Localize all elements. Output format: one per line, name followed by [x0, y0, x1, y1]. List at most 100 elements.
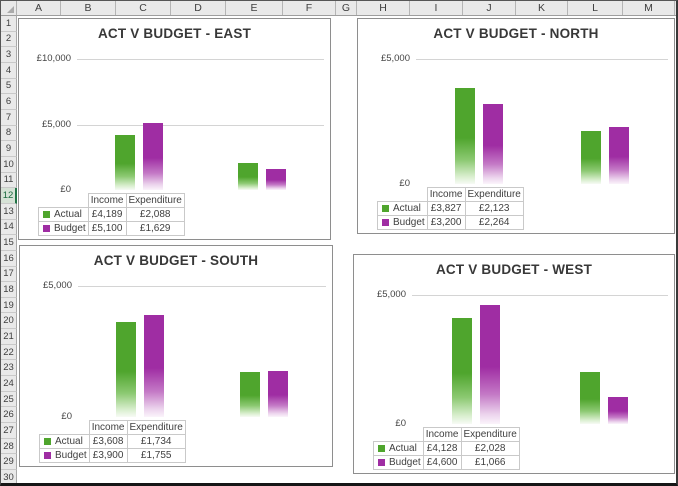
row-header-4[interactable]: 4 [1, 62, 17, 79]
category-label-income: Income [426, 187, 466, 202]
row-header-20[interactable]: 20 [1, 313, 17, 330]
row-header-11[interactable]: 11 [1, 172, 17, 189]
plot-area: £10,000 £5,000 £0 [19, 19, 330, 195]
row-header-12[interactable]: 12 [1, 188, 17, 204]
value-actual-expenditure: £2,028 [460, 441, 520, 456]
category-label-expenditure: Expenditure [125, 193, 185, 208]
row-header-27[interactable]: 27 [1, 423, 17, 439]
row-header-2[interactable]: 2 [1, 31, 17, 48]
row-header-30[interactable]: 30 [1, 470, 17, 483]
bar-budget-income[interactable] [483, 104, 503, 184]
row-header-13[interactable]: 13 [1, 203, 17, 220]
bar-actual-expenditure[interactable] [581, 130, 601, 184]
column-header-b[interactable]: B [61, 1, 116, 15]
row-header-6[interactable]: 6 [1, 94, 17, 110]
row-header-1[interactable]: 1 [1, 16, 17, 32]
chart-title: ACT V BUDGET - EAST [97, 26, 252, 41]
column-header-a[interactable]: A [17, 1, 61, 15]
legend-label: Budget [55, 450, 87, 461]
chart-north[interactable]: ACT V BUDGET - NORTH £5,000 £0 Income Expend… [357, 18, 675, 234]
legend-swatch-budget-icon [43, 224, 50, 232]
row-header-19[interactable]: 19 [1, 297, 17, 314]
column-header-k[interactable]: K [516, 1, 568, 15]
column-header-g[interactable]: G [336, 1, 357, 15]
legend-label: Actual [393, 203, 421, 214]
row-header-14[interactable]: 14 [1, 219, 17, 236]
column-header-f[interactable]: F [283, 1, 336, 15]
chart-data-table: Income Expenditure Actual £4,128 £2,028 Budge… [373, 427, 520, 470]
y-axis-label: £0 [61, 411, 72, 422]
bar-budget-income[interactable] [480, 305, 500, 424]
row-headers: 1 2 3 4 5 6 7 8 9 10 11 12 13 14 15 16 17 18 19 20 21 22 23 24 2… [1, 16, 17, 483]
bar-actual-expenditure[interactable] [240, 371, 260, 417]
value-actual-expenditure: £2,088 [125, 207, 185, 222]
row-header-28[interactable]: 28 [1, 438, 17, 455]
data-table-spacer [39, 420, 90, 435]
row-header-21[interactable]: 21 [1, 329, 17, 345]
bar-actual-expenditure[interactable] [238, 162, 259, 190]
value-actual-income: £3,608 [88, 434, 128, 449]
value-budget-income: £5,100 [87, 221, 127, 236]
row-header-17[interactable]: 17 [1, 266, 17, 283]
value-budget-income: £3,900 [88, 448, 128, 463]
value-budget-expenditure: £2,264 [464, 215, 524, 230]
bar-budget-expenditure[interactable] [266, 168, 287, 190]
legend-item-budget: Budget [38, 221, 89, 236]
category-label-income: Income [422, 427, 462, 442]
row-header-16[interactable]: 16 [1, 250, 17, 267]
legend-swatch-actual-icon [382, 204, 389, 212]
row-header-8[interactable]: 8 [1, 125, 17, 142]
bar-actual-income[interactable] [455, 88, 475, 184]
value-budget-income: £4,600 [422, 455, 462, 470]
column-header-d[interactable]: D [171, 1, 226, 15]
column-header-l[interactable]: L [568, 1, 623, 15]
category-label-income: Income [88, 420, 128, 435]
legend-swatch-budget-icon [378, 458, 385, 466]
column-header-c[interactable]: C [116, 1, 171, 15]
legend-item-budget: Budget [39, 448, 90, 463]
row-header-24[interactable]: 24 [1, 376, 17, 392]
bar-budget-expenditure[interactable] [268, 371, 288, 417]
legend-item-actual: Actual [377, 201, 428, 216]
row-header-23[interactable]: 23 [1, 360, 17, 377]
legend-item-budget: Budget [377, 215, 428, 230]
column-header-e[interactable]: E [226, 1, 283, 15]
plot-area: £5,000 £0 [20, 246, 332, 422]
legend-label: Actual [389, 443, 417, 454]
row-header-15[interactable]: 15 [1, 235, 17, 251]
select-all-corner[interactable] [1, 1, 17, 16]
value-budget-expenditure: £1,066 [460, 455, 520, 470]
row-header-25[interactable]: 25 [1, 391, 17, 408]
row-header-29[interactable]: 29 [1, 454, 17, 471]
row-header-9[interactable]: 9 [1, 141, 17, 157]
legend-swatch-actual-icon [44, 437, 51, 445]
bar-actual-income[interactable] [114, 135, 135, 190]
legend-item-actual: Actual [39, 434, 90, 449]
row-header-26[interactable]: 26 [1, 407, 17, 424]
row-header-3[interactable]: 3 [1, 47, 17, 63]
bar-actual-income[interactable] [452, 317, 472, 424]
chart-east[interactable]: ACT V BUDGET - EAST £10,000 £5,000 £0 Income… [18, 18, 331, 240]
column-header-h[interactable]: H [357, 1, 410, 15]
row-header-22[interactable]: 22 [1, 344, 17, 361]
bar-budget-expenditure[interactable] [608, 396, 628, 424]
value-actual-income: £4,189 [87, 207, 127, 222]
bar-actual-income[interactable] [116, 322, 136, 417]
column-header-i[interactable]: I [410, 1, 463, 15]
row-header-5[interactable]: 5 [1, 78, 17, 95]
row-header-10[interactable]: 10 [1, 156, 17, 173]
bar-actual-expenditure[interactable] [580, 371, 600, 424]
legend-label: Actual [55, 436, 83, 447]
chart-west[interactable]: ACT V BUDGET - WEST £5,000 £0 Income Expendi… [353, 254, 675, 474]
chart-south[interactable]: ACT V BUDGET - SOUTH £5,000 £0 Income Expend… [19, 245, 333, 467]
column-header-j[interactable]: J [463, 1, 516, 15]
column-header-m[interactable]: M [623, 1, 675, 15]
value-actual-expenditure: £2,123 [464, 201, 524, 216]
row-header-7[interactable]: 7 [1, 109, 17, 126]
row-header-18[interactable]: 18 [1, 282, 17, 298]
value-actual-expenditure: £1,734 [126, 434, 186, 449]
bar-budget-expenditure[interactable] [609, 127, 629, 184]
bar-budget-income[interactable] [142, 123, 163, 190]
bar-budget-income[interactable] [144, 314, 164, 417]
y-axis-label: £5,000 [42, 280, 72, 291]
